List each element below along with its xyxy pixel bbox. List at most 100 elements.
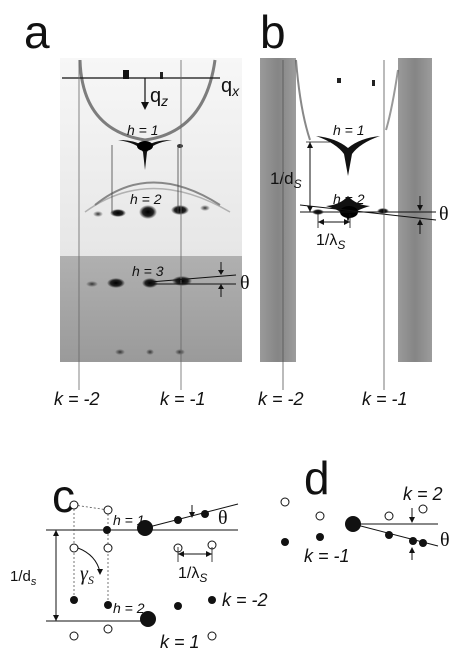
- panel-b-theta-line-2: [299, 204, 437, 221]
- panel-a-spot-h3-left: [107, 278, 125, 288]
- panel-b-k-label-right: k = -1: [362, 389, 408, 409]
- panel-c-ds-label: 1/ds: [10, 568, 37, 588]
- panel-a-theta-line-1: [149, 274, 237, 283]
- panel-b-ds-label: 1/dS: [270, 169, 302, 191]
- panel-c-dot-filled: [104, 601, 112, 609]
- panel-c-dot-filled: [70, 596, 78, 604]
- panel-c-dot-open: [69, 631, 79, 641]
- panel-c-lambda-arrowhead-right: [206, 551, 212, 557]
- panel-b-spot-h2-right: [377, 208, 389, 214]
- panel-d-label-k-m1: k = -1: [304, 546, 350, 566]
- panel-b: b h = 1 h = 2 1/dS 1/λS: [258, 6, 449, 409]
- panel-a-letter: a: [24, 6, 50, 58]
- panel-a-beamstop-2: [160, 72, 163, 79]
- panel-c-theta-arrowhead-top: [189, 512, 195, 518]
- panel-c-label-k-1: k = 1: [160, 632, 200, 652]
- panel-d-theta-arrowhead-top: [409, 517, 415, 523]
- panel-d-dot-filled: [385, 531, 393, 539]
- panel-c-dot-open: [69, 543, 79, 553]
- panel-a-k-label-right: k = -1: [160, 389, 206, 409]
- panel-b-ring-left: [295, 59, 311, 141]
- panel-a-theta-arrowhead-top: [218, 270, 224, 275]
- panel-c-dot-open: [103, 624, 113, 634]
- panel-c-dot-h2-origin: [140, 611, 156, 627]
- panel-b-theta-label: θ: [439, 203, 449, 225]
- panel-b-theta-arrowhead-bottom: [417, 219, 423, 225]
- panel-c-lambda-arrowhead-left: [178, 551, 184, 557]
- panel-a-qx-label: qx: [221, 75, 240, 99]
- panel-a-qz-arrowhead: [141, 102, 149, 110]
- panel-b-letter: b: [260, 6, 286, 58]
- panel-b-ds-arrowhead-top: [307, 142, 313, 148]
- panel-a-arc-h2: [94, 181, 221, 206]
- panel-a-ring: [78, 59, 217, 142]
- panel-b-ring-right: [385, 69, 399, 131]
- panel-b-strip-left: [260, 58, 296, 362]
- panel-c-dot-filled: [174, 516, 182, 524]
- panel-d-dot-origin: [345, 516, 361, 532]
- panel-b-lambda-arrowhead-left: [318, 219, 324, 225]
- panel-a-beamstop-1: [123, 70, 129, 79]
- panel-c: c 1/ds γS: [10, 470, 268, 652]
- panel-a-spot-h1: [118, 140, 172, 170]
- panel-c-label-h1: h = 1: [113, 512, 145, 528]
- panel-c-dot-open: [207, 631, 217, 641]
- panel-a-spot-faint-1: [115, 349, 125, 355]
- panel-b-strip-right: [398, 58, 432, 362]
- panel-d-theta-label: θ: [440, 529, 450, 551]
- panel-b-ds-arrowhead-bottom: [307, 206, 313, 212]
- panel-c-dashed-top: [73, 504, 109, 511]
- panel-c-dot-open: [69, 500, 79, 510]
- panel-c-dot-filled: [208, 596, 216, 604]
- panel-d-dot-filled: [409, 537, 417, 545]
- panel-d-dot-filled: [419, 539, 427, 547]
- panel-b-lambda-arrowhead-right: [344, 219, 350, 225]
- panel-a-spot-faint-2: [146, 349, 154, 355]
- panel-d-dot-open: [315, 511, 325, 521]
- panel-d-dot-filled: [281, 538, 289, 546]
- panel-a-label-h1: h = 1: [127, 122, 159, 138]
- panel-d-dot-open: [384, 511, 394, 521]
- panel-a-spot-h2-far-right: [200, 205, 210, 211]
- panel-c-ds-arrowhead-bottom: [53, 615, 59, 621]
- panel-b-spot-h1: [316, 136, 380, 176]
- panel-a-theta-arrowhead-bottom: [218, 284, 224, 289]
- panel-d-theta-arrowhead-bottom: [409, 547, 415, 553]
- panel-a-label-h3: h = 3: [132, 263, 164, 279]
- panel-d-dot-open: [418, 504, 428, 514]
- panel-d: d θ k = 2 k = -1: [280, 452, 450, 566]
- panel-a-spot-h2-far-left: [93, 211, 103, 217]
- panel-a-k-label-left: k = -2: [54, 389, 100, 409]
- panel-b-label-h2: h = 2: [333, 191, 365, 207]
- panel-a-spot-faint-3: [175, 349, 185, 355]
- panel-c-theta-label: θ: [218, 507, 228, 529]
- panel-c-dot-open: [103, 543, 113, 553]
- panel-d-letter: d: [304, 452, 330, 504]
- panel-a-spot-h2-center: [139, 205, 157, 219]
- panel-a-spot-h1-core: [137, 141, 153, 151]
- panel-b-label-h1: h = 1: [333, 122, 365, 138]
- panel-c-label-h2: h = 2: [113, 600, 145, 616]
- panel-a-spot-h1-side: [177, 144, 183, 148]
- panel-a: a qx qz: [24, 6, 250, 409]
- panel-c-gamma-arrowhead: [97, 569, 103, 575]
- panel-c-label-k-m2: k = -2: [222, 590, 268, 610]
- panel-a-arc-h2-outer: [84, 187, 231, 213]
- panel-b-beamstop-1: [337, 78, 341, 83]
- panel-c-ds-arrowhead-top: [53, 530, 59, 536]
- panel-c-lambda-label: 1/λS: [178, 565, 207, 585]
- panel-a-lower-image: [60, 256, 242, 362]
- panel-d-label-k2: k = 2: [403, 484, 443, 504]
- panel-a-qz-label: qz: [150, 85, 168, 109]
- panel-a-label-h2: h = 2: [130, 191, 162, 207]
- panel-c-dot-filled: [103, 526, 111, 534]
- panel-a-upper-image: [60, 58, 242, 258]
- panel-a-spot-h3-far-left: [86, 281, 98, 287]
- panel-a-spot-h2-left: [110, 209, 126, 217]
- panel-c-gamma-label: γS: [80, 563, 94, 587]
- panel-b-lambda-label: 1/λS: [316, 232, 345, 252]
- panel-c-dot-filled: [201, 510, 209, 518]
- panel-d-dot-open: [280, 497, 290, 507]
- panel-c-dot-h1-origin: [137, 520, 153, 536]
